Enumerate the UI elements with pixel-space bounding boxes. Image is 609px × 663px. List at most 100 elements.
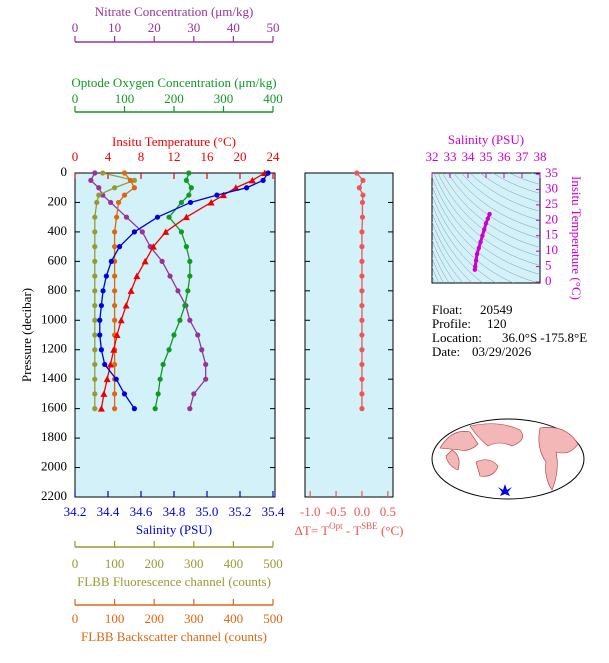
marker bbox=[359, 406, 365, 412]
marker bbox=[186, 192, 192, 198]
marker bbox=[117, 316, 125, 324]
marker bbox=[187, 258, 193, 264]
marker bbox=[175, 288, 181, 294]
marker bbox=[96, 192, 102, 198]
ts-point bbox=[483, 221, 489, 226]
plot-area bbox=[304, 172, 394, 498]
marker bbox=[159, 258, 165, 264]
marker bbox=[112, 391, 118, 397]
marker bbox=[183, 177, 189, 183]
x-axis-title: ΔT= TOpt - TSBE (°C) bbox=[295, 521, 404, 538]
marker bbox=[359, 302, 365, 309]
marker bbox=[100, 390, 108, 397]
marker bbox=[149, 243, 157, 250]
title-part: SBE bbox=[361, 521, 378, 531]
marker bbox=[112, 317, 118, 323]
marker bbox=[232, 184, 240, 191]
marker bbox=[157, 376, 163, 382]
x-tick-label: 30 bbox=[187, 20, 200, 35]
marker bbox=[112, 288, 118, 294]
x-axis-title: Salinity (PSU) bbox=[136, 522, 212, 537]
isopycnal bbox=[432, 221, 473, 283]
y-tick-label: 5 bbox=[545, 258, 552, 273]
x-tick-label: 33 bbox=[444, 149, 457, 164]
marker bbox=[141, 257, 149, 265]
marker bbox=[123, 214, 130, 220]
marker bbox=[108, 199, 114, 206]
marker bbox=[207, 198, 215, 206]
marker bbox=[113, 376, 119, 382]
x-tick-label: 12 bbox=[168, 149, 181, 164]
marker bbox=[100, 288, 106, 294]
marker bbox=[112, 185, 118, 191]
marker bbox=[182, 213, 190, 221]
marker bbox=[92, 317, 98, 323]
isopycnal bbox=[508, 173, 540, 185]
marker bbox=[356, 185, 362, 191]
ts-point bbox=[487, 211, 492, 217]
marker bbox=[177, 317, 183, 323]
isopycnal bbox=[432, 257, 444, 283]
title-part: Opt bbox=[329, 521, 343, 531]
isopycnal bbox=[479, 173, 540, 203]
isopycnal bbox=[432, 42, 550, 142]
marker bbox=[187, 406, 193, 412]
marker bbox=[115, 199, 122, 206]
x-tick-label: 8 bbox=[138, 149, 145, 164]
x-tick-label: 10 bbox=[108, 20, 121, 35]
isopycnal bbox=[432, 239, 456, 283]
x-tick-label: 34.4 bbox=[97, 504, 120, 519]
marker bbox=[359, 273, 365, 279]
marker bbox=[103, 375, 111, 383]
marker bbox=[359, 361, 365, 368]
marker bbox=[248, 176, 256, 184]
y-axis-title: Pressure (decibar) bbox=[19, 288, 34, 382]
x-tick-label: 34 bbox=[462, 149, 476, 164]
x-tick-label: 32 bbox=[426, 149, 439, 164]
marker bbox=[155, 391, 161, 397]
y-tick-label: 0 bbox=[61, 164, 68, 179]
x-tick-label: 300 bbox=[184, 611, 204, 626]
y-tick-label: 20 bbox=[545, 211, 558, 226]
marker bbox=[185, 288, 191, 294]
marker bbox=[359, 199, 366, 206]
marker bbox=[92, 258, 98, 264]
marker bbox=[121, 170, 128, 176]
x-tick-label: 400 bbox=[224, 611, 244, 626]
ts-point bbox=[482, 227, 487, 232]
marker bbox=[108, 258, 114, 264]
x-axis-title: FLBB Fluorescence channel (counts) bbox=[77, 574, 271, 589]
marker bbox=[92, 406, 98, 412]
marker bbox=[92, 214, 98, 220]
marker bbox=[359, 332, 365, 338]
marker bbox=[220, 191, 227, 199]
title-part: (°C) bbox=[378, 523, 404, 538]
info-value: 120 bbox=[487, 316, 507, 331]
x-tick-label: 35 bbox=[480, 149, 493, 164]
x-tick-label: 200 bbox=[144, 556, 164, 571]
y-tick-label: 1600 bbox=[41, 400, 67, 415]
isopycnal bbox=[447, 173, 540, 239]
marker bbox=[127, 287, 135, 294]
info-value: 36.0°S -175.8°E bbox=[502, 330, 587, 345]
x-tick-label: 16 bbox=[201, 149, 215, 164]
marker bbox=[359, 347, 365, 353]
marker bbox=[92, 302, 98, 309]
x-tick-label: 200 bbox=[164, 91, 184, 106]
marker bbox=[359, 214, 366, 220]
x-tick-label: 50 bbox=[267, 20, 280, 35]
marker bbox=[359, 376, 365, 382]
marker bbox=[106, 360, 114, 368]
marker bbox=[133, 272, 141, 280]
ts-point bbox=[474, 252, 480, 257]
marker bbox=[92, 288, 98, 294]
info-value: 03/29/2026 bbox=[472, 344, 532, 359]
marker bbox=[116, 244, 123, 250]
x-tick-label: -1.0 bbox=[300, 504, 321, 519]
y-axis-title: Insitu Temperature (°C) bbox=[569, 176, 584, 300]
marker bbox=[195, 332, 201, 338]
marker bbox=[92, 361, 98, 368]
x-tick-label: 500 bbox=[263, 556, 283, 571]
isopycnal bbox=[492, 173, 540, 194]
